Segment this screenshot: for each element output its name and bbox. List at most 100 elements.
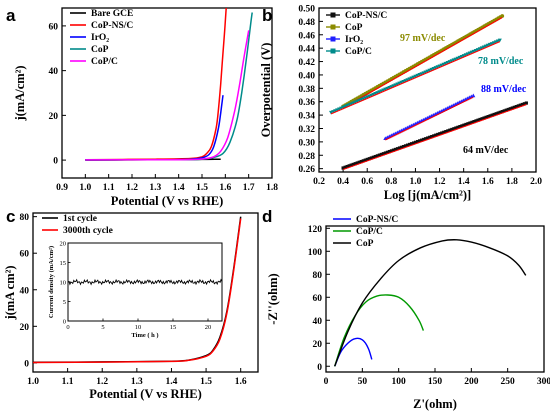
x-tick-label: 1.4	[458, 177, 470, 187]
x-tick-label: 1.6	[219, 183, 231, 193]
legend-label: 1st cycle	[63, 214, 97, 224]
data-point	[422, 137, 426, 142]
panel-c: 1.0 1.1 1.2 1.3 1.4 1.5 1.6 0 20 40 60 80 Potential …	[3, 207, 259, 401]
y-axis-label: j(mA cm²)	[3, 265, 17, 320]
y-tick-label: 0	[317, 363, 322, 373]
data-point	[458, 124, 462, 129]
x-tick-label: 50	[358, 377, 368, 387]
data-point	[363, 158, 367, 162]
data-point	[411, 141, 416, 145]
series-line	[33, 218, 242, 364]
legend-label: CoP/C	[345, 47, 372, 57]
data-point	[494, 112, 498, 116]
inset-x-tick-label: 5	[101, 324, 104, 331]
data-point	[470, 120, 474, 124]
y-tick-label: 40	[313, 317, 323, 327]
data-point	[500, 14, 505, 18]
data-point	[522, 102, 526, 106]
data-point	[407, 142, 412, 147]
x-tick-label: 200	[464, 377, 479, 387]
legend-marker	[330, 24, 336, 30]
inset-x-tick-label: 10	[135, 324, 142, 331]
y-tick-label: 20	[313, 340, 323, 350]
data-point	[391, 148, 396, 152]
y-tick-label: 0.36	[298, 98, 315, 108]
y-axis-label: j(mA/cm²)	[13, 65, 27, 121]
data-point	[371, 155, 375, 159]
data-point	[373, 154, 377, 159]
y-tick-label: 0.40	[298, 71, 315, 81]
data-point	[345, 164, 349, 169]
panel-letter: d	[262, 207, 272, 226]
data-point	[444, 129, 448, 134]
data-point	[432, 134, 436, 138]
inset-x-label: Time ( h )	[131, 332, 158, 339]
data-point	[462, 123, 466, 127]
x-tick-label: 0.8	[385, 177, 397, 187]
data-point	[409, 142, 414, 146]
x-tick-label: 1.5	[196, 183, 208, 193]
data-point	[454, 126, 458, 130]
y-tick-label: 0.46	[298, 31, 315, 41]
data-point	[357, 160, 361, 164]
x-tick-label: 1.4	[166, 377, 178, 387]
x-tick-label: 0.9	[56, 183, 68, 193]
data-point	[464, 122, 468, 127]
x-axis-label: Potential (V vs RHE)	[89, 387, 202, 401]
data-point	[389, 149, 394, 153]
y-tick-label: 0.38	[298, 85, 315, 95]
data-point	[468, 121, 472, 125]
data-point	[440, 131, 444, 135]
x-tick-label: 0.6	[361, 177, 373, 187]
data-point	[401, 144, 406, 149]
data-point	[420, 138, 424, 142]
legend-marker	[330, 36, 336, 42]
x-tick-label: 1.2	[96, 377, 108, 387]
legend-label: CoP	[345, 23, 363, 33]
data-point	[448, 128, 452, 132]
data-point	[476, 118, 480, 122]
data-point	[405, 143, 410, 147]
data-point	[414, 140, 418, 144]
data-point	[456, 125, 460, 129]
data-point	[446, 129, 450, 133]
series-line	[85, 95, 224, 161]
y-tick-label: 80	[20, 213, 30, 223]
data-point	[403, 144, 408, 148]
data-point	[497, 38, 502, 43]
data-point	[498, 110, 502, 114]
data-point	[369, 156, 373, 160]
data-point	[520, 102, 524, 107]
x-tick-label: 250	[501, 377, 516, 387]
plot-frame	[61, 7, 273, 179]
y-tick-label: 0.28	[298, 152, 315, 162]
fit-line	[385, 96, 474, 141]
data-point	[355, 161, 359, 165]
data-point	[510, 106, 514, 110]
plot-frame	[318, 7, 537, 173]
data-point	[492, 112, 496, 117]
data-point	[490, 113, 494, 117]
x-tick-label: 0	[324, 377, 329, 387]
y-tick-label: 0.48	[298, 18, 315, 28]
y-tick-label: 0	[24, 359, 29, 369]
x-tick-label: 1.3	[149, 183, 161, 193]
data-point	[418, 139, 422, 143]
data-point	[460, 124, 464, 128]
x-tick-label: 2.0	[530, 177, 542, 187]
data-point	[466, 122, 470, 126]
x-tick-label: 1.6	[482, 177, 494, 187]
inset-y-label: Current density (mA/cm²)	[48, 246, 55, 318]
series-line	[334, 239, 527, 367]
y-axis-label: -Z''(ohm)	[266, 273, 280, 324]
inset-y-tick-label: 0	[63, 318, 66, 325]
y-tick-label: 80	[313, 271, 323, 281]
data-point	[385, 150, 390, 154]
data-point	[438, 132, 442, 136]
panel-letter: b	[262, 6, 272, 25]
legend-label: CoP	[356, 239, 374, 249]
tafel-slope-label: 88 mV/dec	[481, 84, 527, 95]
y-tick-label: 0.26	[298, 165, 315, 175]
data-point	[426, 136, 430, 140]
